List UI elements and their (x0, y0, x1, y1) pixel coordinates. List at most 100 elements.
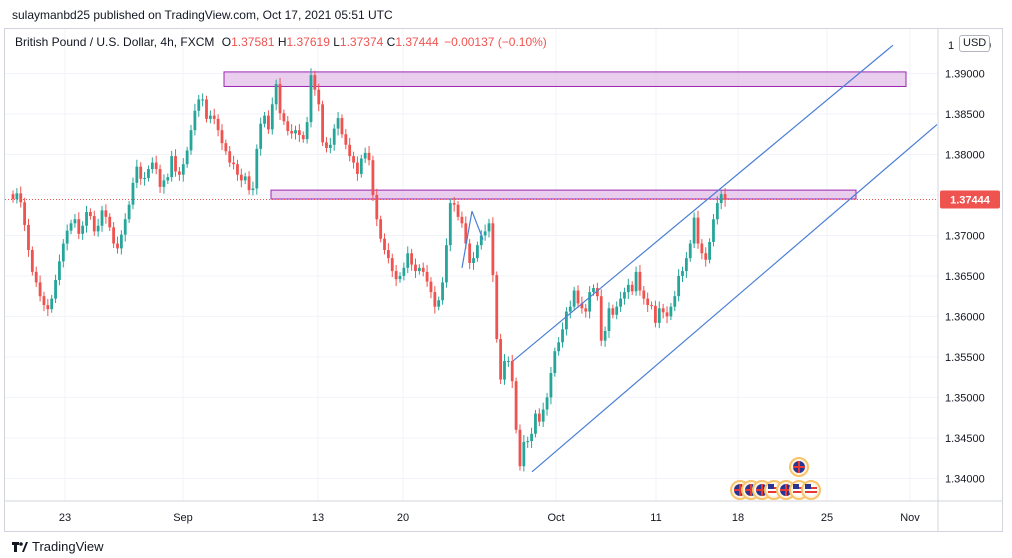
candle-body (491, 223, 495, 276)
candle (491, 217, 495, 283)
event-icons (730, 457, 821, 500)
candle (224, 139, 228, 155)
candle-body (487, 223, 491, 232)
candle-body (301, 135, 305, 140)
candle (576, 285, 580, 308)
candle-body (340, 118, 344, 135)
candle-body (81, 225, 85, 234)
candle-body (669, 306, 673, 317)
y-tick-label: 1.38500 (945, 109, 985, 121)
candle-body (696, 217, 700, 244)
candle-body (580, 303, 584, 309)
channel-lower-line (531, 124, 938, 473)
candle-body (58, 261, 61, 280)
candle-body (294, 130, 297, 134)
candle-body (371, 160, 375, 195)
candle-body (522, 441, 526, 467)
candle-body (425, 271, 429, 282)
flag-stripe (805, 491, 817, 493)
candle-body (526, 441, 530, 443)
y-tick-label: 1.35500 (945, 352, 985, 364)
open-value: 1.37581 (231, 35, 275, 49)
candle-body (472, 258, 475, 263)
uk-flag-icon[interactable] (789, 457, 809, 477)
candle (429, 277, 433, 299)
candle (506, 356, 510, 368)
candle (611, 304, 615, 319)
flag-stripe (793, 491, 805, 493)
candle (270, 97, 274, 135)
candle-body (89, 211, 92, 217)
candle (352, 151, 355, 169)
candle-body (684, 258, 688, 272)
candle-body (603, 330, 607, 341)
candle (201, 93, 205, 107)
candle-body (328, 144, 332, 149)
candle-body (286, 121, 290, 132)
x-tick-label: 11 (650, 512, 661, 524)
candle (650, 301, 653, 310)
candle (100, 205, 104, 232)
candle (332, 124, 336, 151)
candle (565, 307, 568, 336)
candle (359, 154, 363, 178)
upper-resistance-zone (223, 71, 907, 87)
candle (452, 196, 456, 212)
candle (278, 77, 282, 121)
candle-body (723, 194, 727, 200)
candle (518, 424, 522, 471)
candle-body (19, 193, 23, 203)
candle (150, 157, 154, 174)
candle-body (205, 99, 208, 119)
candle (692, 212, 696, 248)
candle (441, 277, 444, 305)
footer-brand[interactable]: TradingView (32, 539, 104, 554)
candle-body (421, 267, 425, 272)
candle (708, 238, 711, 264)
candle-body (224, 143, 228, 152)
currency-button[interactable]: USD (959, 35, 991, 52)
swing-line-down (471, 210, 484, 240)
candle-body (445, 245, 448, 283)
candle-body (232, 162, 235, 165)
chart-panel[interactable]: 1.390001.385001.380001.375001.370001.365… (4, 28, 1003, 532)
tradingview-logo-icon[interactable] (12, 541, 28, 553)
candle-body (712, 219, 715, 242)
candle-body (38, 282, 42, 297)
candle-body (325, 142, 328, 149)
candle (274, 79, 278, 111)
price-axis-bg (938, 29, 1002, 531)
candle-body (518, 429, 522, 467)
candle (669, 303, 673, 321)
candle-body (654, 305, 657, 323)
candle (104, 204, 108, 224)
candle-body (677, 275, 681, 297)
candle-body (599, 296, 603, 341)
candle-body (267, 115, 270, 130)
candle (301, 131, 305, 143)
candle (197, 94, 201, 117)
candle-body (565, 311, 568, 330)
candle-body (119, 234, 123, 249)
us-flag-icon[interactable] (801, 480, 821, 500)
candle-body (719, 194, 723, 204)
candle (646, 292, 650, 312)
candle-body (220, 130, 224, 144)
candle (61, 239, 65, 268)
candle (243, 172, 247, 185)
price-chart[interactable]: 1.390001.385001.380001.375001.370001.365… (5, 29, 1002, 531)
candle (375, 188, 379, 227)
candle (282, 109, 286, 125)
candle-body (104, 210, 108, 217)
close-value: 1.37444 (395, 35, 439, 49)
candle-body (642, 290, 646, 299)
mid-support-zone (270, 189, 857, 200)
candle (530, 427, 533, 448)
candle (50, 294, 54, 313)
candle-body (410, 253, 414, 265)
candle (228, 145, 232, 168)
swing-line-up (461, 211, 473, 268)
candle (236, 159, 239, 181)
candle-body (588, 292, 592, 312)
candle-body (162, 180, 166, 187)
